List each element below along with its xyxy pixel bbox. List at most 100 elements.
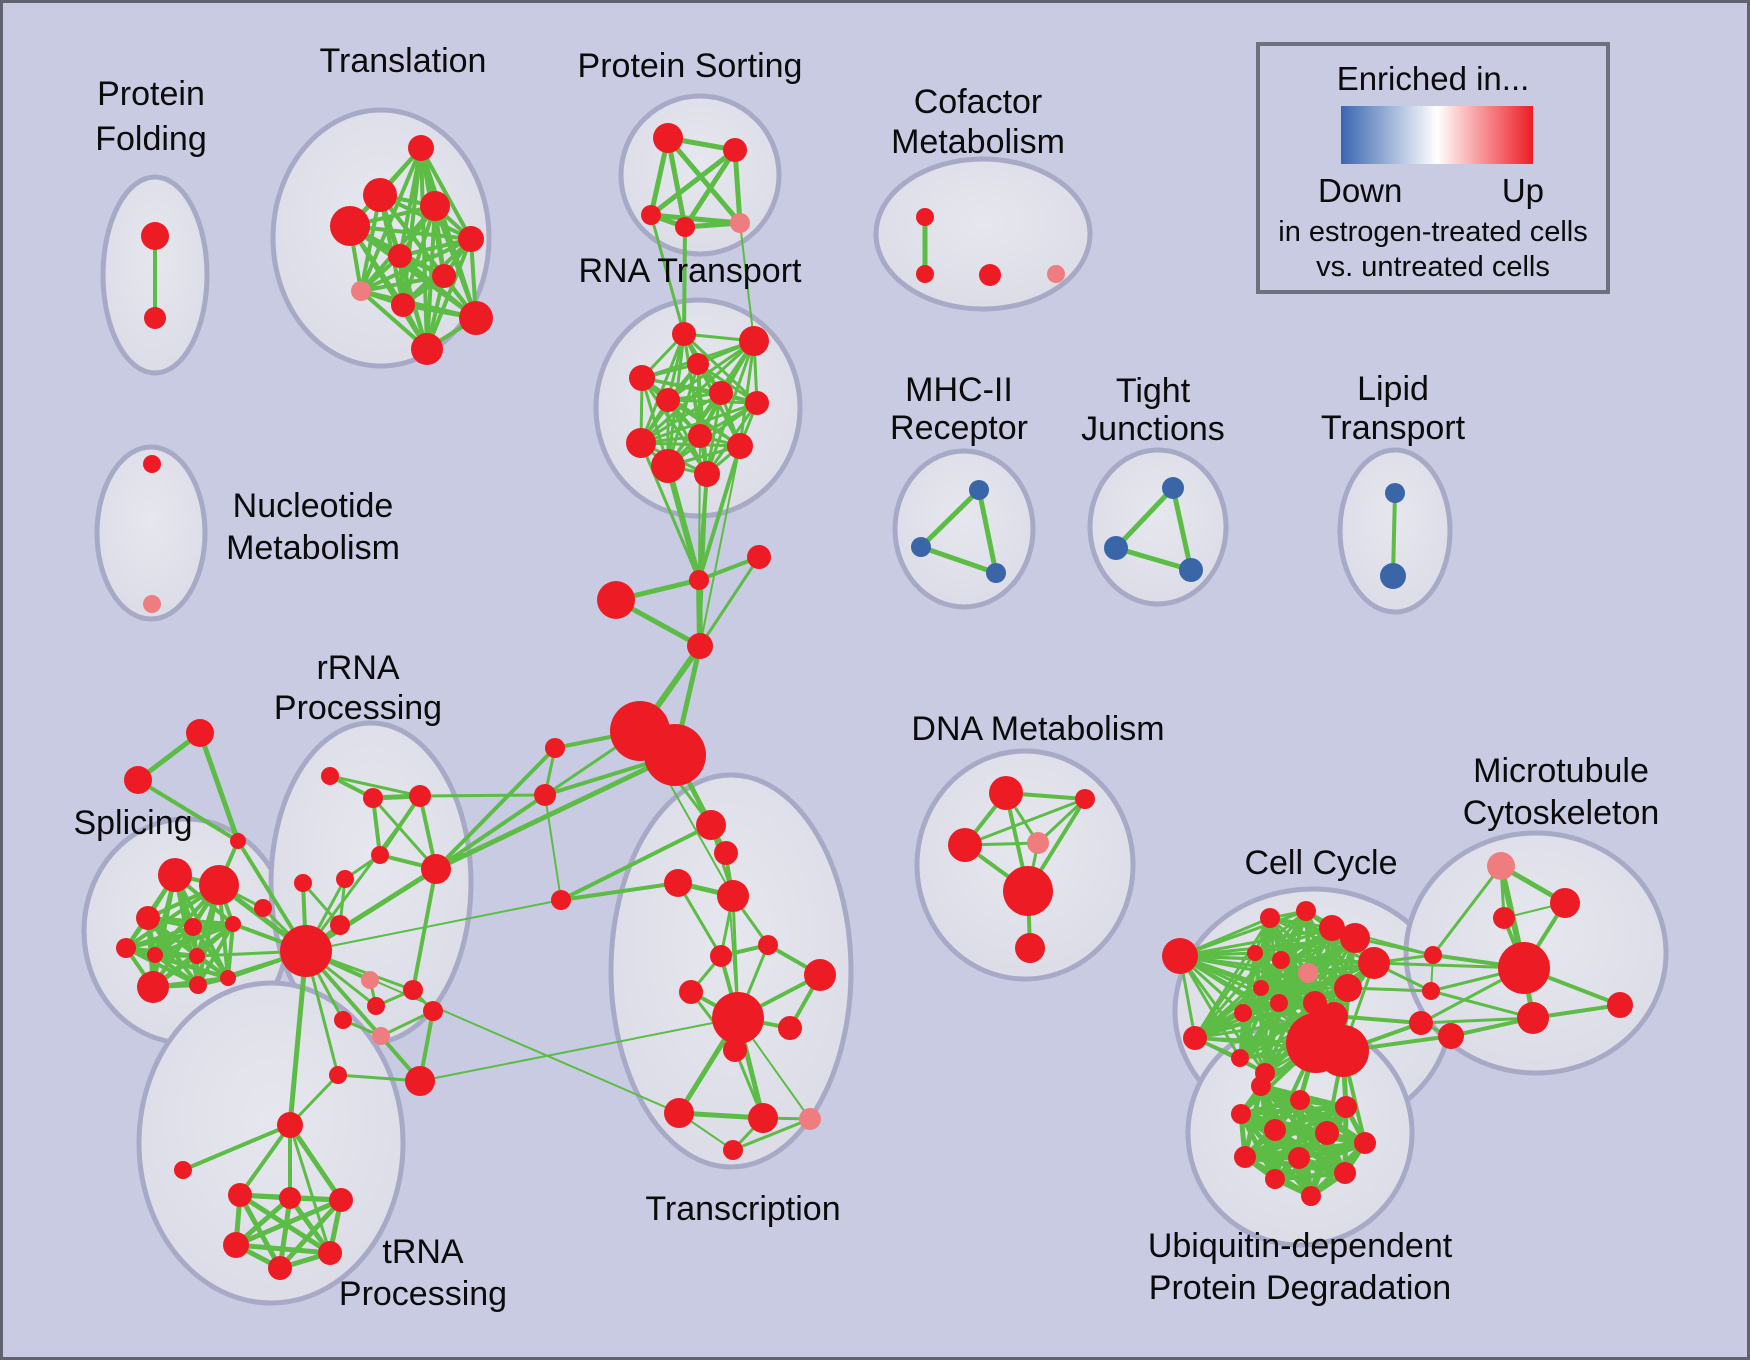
node-cc9 (1340, 923, 1370, 953)
cluster-label-lipid-transport-line2: Transport (1321, 409, 1466, 447)
node-sp4 (184, 918, 202, 936)
edge-ub3-ub4 (1238, 1104, 1349, 1117)
node-ub8 (1234, 1146, 1256, 1168)
cluster-labels: Protein Folding Translation Protein Sorting… (73, 42, 1659, 1313)
legend-up-label: Up (1501, 172, 1544, 209)
node-tn3 (228, 1183, 252, 1207)
node-cc8 (1319, 915, 1345, 941)
node-ps5 (730, 213, 750, 233)
edge-sp5-sp11 (226, 922, 235, 980)
node-ps4 (675, 217, 695, 237)
node-dm6 (1015, 933, 1045, 963)
cluster-label-trna-processing-line2: Processing (339, 1275, 507, 1313)
edge-ps3-rt1 (649, 213, 686, 336)
node-rt9 (626, 428, 656, 458)
node-tl6 (388, 244, 412, 268)
cluster-label-transcription-line1: Transcription (645, 1190, 840, 1228)
node-dm3 (948, 828, 982, 862)
node-mt7 (1438, 1023, 1464, 1049)
node-ps3 (641, 205, 661, 225)
node-tl2 (363, 178, 397, 212)
edge-tl7-tl8 (359, 274, 446, 293)
node-tn6 (223, 1232, 249, 1258)
legend-gradient-bar (1341, 106, 1533, 164)
node-tx1 (696, 810, 726, 840)
edge-cn11-rrh (305, 899, 562, 952)
node-rr12 (334, 1011, 352, 1029)
node-tj3 (1179, 558, 1203, 582)
node-rr1 (321, 767, 339, 785)
node-rr15 (329, 1066, 347, 1084)
edge-ps5-rt2 (739, 222, 755, 342)
edge-tn1-tn7 (288, 1123, 332, 1255)
node-dm1 (989, 776, 1023, 810)
node-sp7 (147, 947, 163, 963)
node-cn3 (597, 581, 635, 619)
node-cf4 (1047, 265, 1065, 283)
edge-cn8-cn9 (419, 793, 547, 798)
node-dm2 (1075, 789, 1095, 809)
node-cc10 (1358, 947, 1390, 979)
node-cf3 (979, 264, 1001, 286)
edge-rt2-rt6 (666, 339, 756, 402)
node-nm1 (143, 455, 161, 473)
cluster-label-rrna-processing-line2: Processing (274, 689, 442, 727)
edge-cn11-tx3 (559, 881, 680, 902)
edge-rt9-rt10 (639, 441, 742, 448)
node-rr5 (336, 870, 354, 888)
edge-ps4-rt1 (682, 225, 687, 336)
node-cc4 (1296, 901, 1316, 921)
node-tl8 (351, 281, 371, 301)
node-sp2 (199, 865, 239, 905)
ellipse-tight-junctions (1087, 447, 1229, 607)
cluster-label-mhc-ii-receptor-line2: Receptor (890, 409, 1028, 447)
node-rr17 (421, 854, 451, 884)
edge-cc12-cc20 (1259, 986, 1267, 1075)
edge-cn11-tx1 (559, 823, 713, 902)
node-rr14 (405, 1066, 435, 1096)
legend-caption-line1: in estrogen-treated cells (1278, 216, 1588, 248)
node-tn4 (279, 1187, 301, 1209)
node-mt6 (1607, 992, 1633, 1018)
edge-mh1-mh3 (976, 487, 999, 576)
edge-tr2-tr3 (136, 778, 240, 843)
cluster-label-translation-line1: Translation (320, 42, 487, 80)
edge-rt12-cn4 (699, 473, 708, 647)
node-cf1 (916, 208, 934, 226)
network-svg: Protein Folding Translation Protein Sorting… (73, 42, 1669, 1313)
node-cc3 (1260, 908, 1280, 928)
node-ub1 (1251, 1076, 1271, 1096)
node-mt2 (1550, 888, 1580, 918)
cluster-label-ubiquitin-degradation-line2: Protein Degradation (1149, 1269, 1451, 1307)
node-cc1 (1162, 938, 1198, 974)
edge-cc12-cc19 (1238, 986, 1263, 1060)
legend-down-label: Down (1318, 172, 1403, 209)
node-tx15 (723, 1140, 743, 1160)
edge-tn6-tn7 (233, 1242, 333, 1256)
edge-ps2-ps5 (732, 147, 743, 226)
node-bd2 (1422, 982, 1440, 1000)
node-rr7 (330, 915, 350, 935)
node-mt1 (1487, 852, 1515, 880)
ellipse-cofactor-metabolism (873, 156, 1093, 312)
edge-tn5-tn8 (277, 1197, 344, 1271)
cluster-label-rrna-processing-line1: rRNA (316, 649, 399, 687)
node-cc11 (1334, 974, 1362, 1002)
node-tl4 (330, 206, 370, 246)
edge-mh2-mh3 (918, 544, 999, 576)
node-bd1 (1424, 946, 1442, 964)
node-tl9 (391, 293, 415, 317)
node-tn1 (277, 1112, 303, 1138)
node-cn6 (644, 724, 706, 786)
node-rr4 (371, 846, 389, 864)
edge-rt1-rt7 (682, 332, 759, 405)
cluster-label-splicing-line1: Splicing (73, 804, 192, 842)
node-sp6 (116, 938, 136, 958)
cluster-label-ubiquitin-degradation-line1: Ubiquitin-dependent (1148, 1227, 1453, 1265)
node-mt5 (1517, 1002, 1549, 1034)
edge-cc5-cc8 (1253, 926, 1334, 955)
node-cc15 (1303, 991, 1327, 1015)
node-ub4 (1335, 1096, 1357, 1118)
node-rt10 (727, 433, 753, 459)
node-cc12 (1253, 980, 1269, 996)
